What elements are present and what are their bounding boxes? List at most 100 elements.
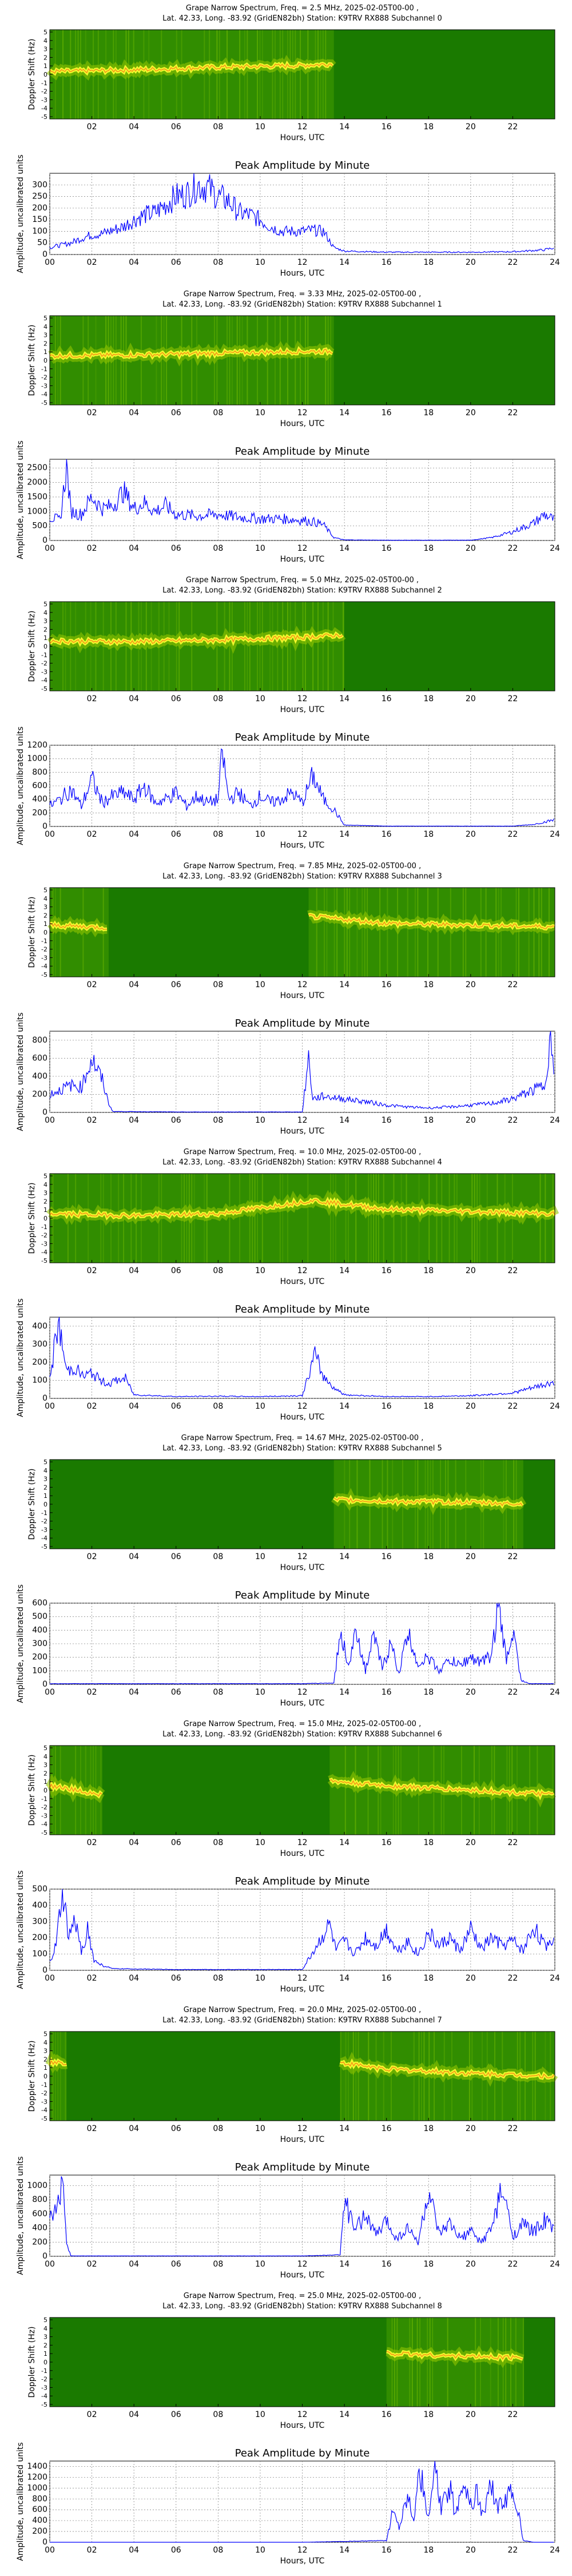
spectrum-ytick-label-8: -4: [41, 2392, 47, 2400]
spectrum-ytick-label-2: 2: [43, 626, 47, 633]
amp-xtick-label-0: 10: [255, 258, 265, 267]
amp-ytick-label-8: 800: [32, 2494, 47, 2503]
spectrum-ytick-label-8: 0: [43, 2359, 47, 2366]
amp-xlabel-1: Hours, UTC: [280, 555, 325, 564]
amp-ytick-label-4: 300: [32, 1339, 47, 1349]
spectrum-streak-2: [249, 602, 251, 691]
spectrum-streak-1: [304, 316, 306, 405]
spectrum-ytick-label-4: -4: [41, 1249, 47, 1256]
amp-ytick-label-8: 0: [42, 2538, 47, 2547]
spectrum-xtick-label-3: 22: [508, 980, 518, 989]
spectrum-streak-7: [355, 2032, 357, 2121]
spectrum-ytick-label-7: -2: [41, 2090, 47, 2097]
spectrum-streak-0: [320, 30, 321, 119]
spectrum-xtick-label-0: 02: [87, 122, 97, 132]
spectrum-xlabel-0: Hours, UTC: [280, 133, 325, 142]
spectrum-streak-6: [367, 1746, 369, 1835]
spectrum-ytick-label-2: -1: [41, 651, 47, 659]
spectrum-ytick-label-7: 4: [43, 2039, 47, 2046]
spectrum-xtick-label-5: 20: [466, 1552, 476, 1561]
spectrum-ytick-label-5: -1: [41, 1509, 47, 1517]
spectrum-title-5: Grape Narrow Spectrum, Freq. = 14.67 MHz…: [181, 1434, 424, 1442]
spectrum-ylabel-3: Doppler Shift (Hz): [27, 897, 37, 968]
spectrum-streak-4: [252, 1174, 253, 1263]
amp-ylabel-4: Amplitude, uncalibrated units: [16, 1298, 25, 1417]
spectrum-streak-1: [274, 316, 276, 405]
amp-xtick-label-0: 24: [550, 258, 560, 267]
spectrum-ytick-label-8: 3: [43, 2333, 47, 2341]
spectrum-streak-0: [307, 30, 309, 119]
spectrum-streak-2: [90, 602, 92, 691]
spectrum-streak-0: [219, 30, 220, 119]
spectrum-streak-3: [367, 888, 368, 977]
amp-xtick-label-0: 04: [129, 258, 139, 267]
spectrum-xtick-label-3: 14: [339, 980, 349, 989]
spectrum-xtick-label-5: 02: [87, 1552, 97, 1561]
spectrum-streak-7: [357, 2032, 359, 2121]
amp-xtick-label-2: 06: [171, 830, 181, 839]
spectrum-streak-3: [356, 888, 358, 977]
amp-ytick-label-0: 300: [32, 180, 47, 189]
spectrum-ylabel-2: Doppler Shift (Hz): [27, 611, 37, 682]
amp-series-line-6: [49, 1889, 554, 1970]
amp-xtick-label-0: 22: [508, 258, 518, 267]
panel-group-3: Grape Narrow Spectrum, Freq. = 7.85 MHz,…: [16, 862, 560, 1136]
spectrum-xtick-label-6: 04: [129, 1838, 139, 1847]
amp-xtick-label-6: 14: [339, 1974, 349, 1983]
spectrum-xtick-label-3: 04: [129, 980, 139, 989]
spectrum-xlabel-7: Hours, UTC: [280, 2135, 325, 2144]
spectrum-streak-3: [336, 888, 338, 977]
spectrum-streak-4: [282, 1174, 284, 1263]
spectrum-streak-0: [289, 30, 291, 119]
spectrum-streak-2: [272, 602, 273, 691]
spectrum-streak-4: [436, 1174, 438, 1263]
amp-ytick-label-8: 400: [32, 2516, 47, 2525]
spectrum-streak-4: [355, 1174, 357, 1263]
amp-xtick-label-5: 16: [382, 1688, 392, 1697]
spectrum-xlabel-8: Hours, UTC: [280, 2421, 325, 2430]
spectrum-streak-4: [239, 1174, 241, 1263]
amp-xtick-label-2: 20: [466, 830, 476, 839]
spectrum-ytick-label-8: 1: [43, 2350, 47, 2358]
amp-ytick-label-7: 1000: [27, 2181, 47, 2191]
spectrum-streak-7: [59, 2032, 61, 2121]
spectrum-title-0: Grape Narrow Spectrum, Freq. = 2.5 MHz, …: [186, 4, 419, 13]
spectrum-xtick-label-2: 10: [255, 694, 265, 703]
spectrum-xtick-label-0: 22: [508, 122, 518, 132]
amp-ytick-label-5: 100: [32, 1666, 47, 1675]
amp-ytick-label-2: 400: [32, 795, 47, 804]
spectrum-ytick-label-4: 0: [43, 1215, 47, 1222]
spectrum-ytick-label-2: -3: [41, 668, 47, 675]
amp-ytick-label-0: 100: [32, 226, 47, 236]
spectrum-xtick-label-3: 20: [466, 980, 476, 989]
amp-xtick-label-3: 22: [508, 1116, 518, 1125]
spectrum-ytick-label-3: -1: [41, 937, 47, 945]
amp-xtick-label-2: 14: [339, 830, 349, 839]
spectrum-streak-1: [140, 316, 142, 405]
spectrum-ylabel-4: Doppler Shift (Hz): [27, 1183, 37, 1254]
spectrum-streak-7: [352, 2032, 354, 2121]
amp-xtick-label-1: 24: [550, 544, 560, 553]
spectrum-ytick-label-5: 5: [43, 1458, 47, 1466]
amp-title-5: Peak Amplitude by Minute: [235, 1589, 370, 1601]
amp-ytick-label-5: 500: [32, 1612, 47, 1621]
spectrum-streak-1: [325, 316, 327, 405]
amp-ytick-label-6: 300: [32, 1917, 47, 1926]
spectrum-streak-7: [340, 2032, 341, 2121]
amp-xtick-label-4: 12: [297, 1402, 308, 1411]
spectrum-streak-2: [317, 602, 319, 691]
spectrum-streak-8: [432, 2317, 434, 2407]
panel-group-1: Grape Narrow Spectrum, Freq. = 3.33 MHz,…: [16, 290, 560, 564]
amp-ytick-label-1: 0: [42, 536, 47, 545]
spectrum-streak-0: [216, 30, 218, 119]
amp-xlabel-3: Hours, UTC: [280, 1127, 325, 1136]
spectrum-ytick-label-0: 4: [43, 37, 47, 45]
spectrum-subtitle-5: Lat. 42.33, Long. -83.92 (GridEN82bh) St…: [162, 1444, 442, 1453]
spectrum-streak-1: [327, 316, 329, 405]
spectrum-streak-1: [239, 316, 241, 405]
amp-xtick-label-0: 08: [213, 258, 223, 267]
amp-xtick-label-6: 18: [423, 1974, 434, 1983]
spectrum-streak-3: [344, 888, 345, 977]
spectrum-xtick-label-5: 06: [171, 1552, 181, 1561]
amp-title-8: Peak Amplitude by Minute: [235, 2447, 370, 2459]
